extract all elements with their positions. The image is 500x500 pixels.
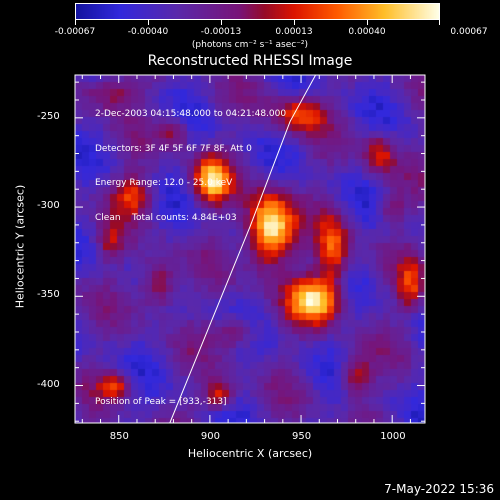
x-tick-label: 950: [292, 431, 312, 442]
colorbar: [75, 3, 440, 20]
plot-frame: [74, 74, 426, 424]
colorbar-tick: [439, 20, 440, 25]
y-axis-label: Heliocentric Y (arcsec): [13, 184, 27, 309]
colorbar-tick-label: 0.00040: [348, 27, 386, 37]
colorbar-unit-label: (photons cm⁻² s⁻¹ asec⁻²): [191, 40, 309, 50]
y-tick-label: -300: [37, 200, 60, 212]
x-tick-label: 1000: [380, 431, 406, 442]
axis-ticks: [75, 75, 425, 423]
info-detectors: Detectors: 3F 4F 5F 6F 7F 8F, Att 0: [95, 143, 252, 154]
peak-position-label: Position of Peak = [933,-313]: [95, 397, 227, 407]
colorbar-tick-label: 0.00013: [275, 27, 313, 37]
colorbar-tick-label: -0.00013: [200, 27, 242, 37]
timestamp: 7-May-2022 15:36: [384, 482, 494, 496]
colorbar-tick-label: -0.00067: [54, 27, 96, 37]
x-tick-label: 900: [200, 431, 220, 442]
y-tick-label: -350: [37, 289, 60, 301]
observation-info: 2-Dec-2003 04:15:48.000 to 04:21:48.000 …: [95, 86, 286, 236]
x-tick-label: 850: [109, 431, 129, 442]
info-clean-counts: Clean Total counts: 4.84E+03: [95, 212, 237, 223]
info-energy-range: Energy Range: 12.0 - 25.0 keV: [95, 178, 233, 188]
colorbar-tick: [294, 20, 295, 25]
colorbar-tick-label: -0.00040: [127, 27, 169, 37]
solar-limb-line: [169, 74, 317, 424]
colorbar-tick: [148, 20, 149, 25]
colorbar-tick: [75, 20, 76, 25]
rhessi-image: [75, 75, 425, 423]
colorbar-tick: [221, 20, 222, 25]
colorbar-tick: [367, 20, 368, 25]
chart-title: Reconstructed RHESSI Image: [147, 53, 353, 69]
y-tick-label: -250: [37, 110, 60, 122]
colorbar-tick-label: 0.00067: [450, 27, 488, 37]
x-axis-label: Heliocentric X (arcsec): [187, 447, 313, 460]
info-time-range: 2-Dec-2003 04:15:48.000 to 04:21:48.000: [95, 109, 287, 119]
y-tick-label: -400: [37, 378, 60, 390]
